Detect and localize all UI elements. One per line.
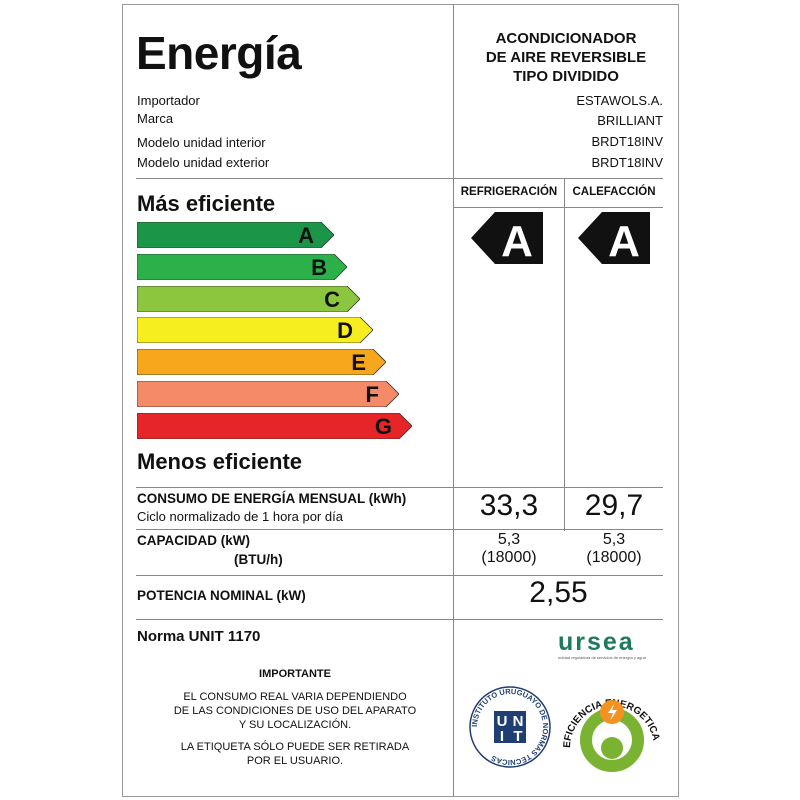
- heating-rating-letter: A: [608, 217, 640, 264]
- unit-logo: INSTITUTO URUGUAYO DE NORMAS TÉCNICAS U …: [469, 686, 551, 768]
- product-type: ACONDICIONADOR DE AIRE REVERSIBLE TIPO D…: [454, 29, 678, 86]
- lightning-icon: [608, 704, 617, 721]
- product-line: TIPO DIVIDIDO: [513, 68, 619, 85]
- efficiency-class-c-bar: C: [137, 285, 360, 312]
- least-efficient-label: Menos eficiente: [137, 449, 303, 474]
- importer-value: ESTAWOLS.A.: [576, 93, 663, 108]
- unit-letter: N: [513, 713, 524, 730]
- important-line: POR EL USUARIO.: [246, 755, 344, 767]
- most-efficient-label: Más eficiente: [137, 191, 276, 216]
- class-letter: E: [351, 350, 366, 376]
- efficiency-class-a-bar: A: [137, 222, 334, 248]
- efficiency-class-g-bar: G: [137, 412, 412, 439]
- important-title: IMPORTANTE: [259, 668, 331, 680]
- product-line: DE AIRE REVERSIBLE: [485, 49, 647, 66]
- brand-label: Marca: [137, 111, 174, 126]
- capacity-sublabel: (BTU/h): [234, 552, 283, 567]
- divider: [453, 4, 454, 797]
- efficiency-class-e-bar: E: [137, 349, 386, 376]
- efficiency-logo: EFICIENCIA ENERGETICA: [562, 698, 661, 772]
- consumption-label: CONSUMO DE ENERGÍA MENSUAL (kWh): [137, 491, 407, 506]
- divider: [136, 529, 663, 530]
- brand-value: BRILLIANT: [597, 113, 663, 128]
- importer-label: Importador: [137, 93, 200, 108]
- cooling-consumption: 33,3: [479, 489, 539, 522]
- label-frame: [122, 4, 679, 797]
- ursea-logo: ursea: [558, 628, 635, 656]
- indoor-model-value: BRDT18INV: [591, 134, 663, 149]
- power-label: POTENCIA NOMINAL (kW): [137, 588, 306, 603]
- important-line: EL CONSUMO REAL VARIA DEPENDIENDO: [183, 691, 407, 703]
- class-letter: B: [311, 254, 327, 280]
- important-text: EL CONSUMO REAL VARIA DEPENDIENDO DE LAS…: [137, 690, 453, 768]
- unit-letter: I: [500, 728, 504, 745]
- important-line: Y SU LOCALIZACIÓN.: [238, 719, 352, 731]
- class-letter: C: [324, 286, 340, 312]
- cooling-capacity: 5,3 (18000): [454, 531, 564, 567]
- divider: [136, 575, 663, 576]
- heating-capacity: 5,3 (18000): [565, 531, 663, 567]
- efficiency-class-d-bar: D: [137, 317, 373, 344]
- unit-letter: T: [513, 728, 522, 745]
- product-line: ACONDICIONADOR: [495, 30, 637, 47]
- class-letter: A: [298, 223, 314, 248]
- capacity-label: CAPACIDAD (kW): [137, 533, 250, 548]
- important-line: DE LAS CONDICIONES DE USO DEL APARATO: [173, 705, 417, 717]
- divider: [564, 178, 565, 531]
- heating-capacity-kw: 5,3: [602, 531, 626, 548]
- page-title: Energía: [136, 27, 302, 79]
- heating-header: CALEFACCIÓN: [572, 186, 656, 198]
- unit-letter: U: [497, 713, 508, 730]
- class-letter: G: [374, 413, 392, 439]
- divider: [136, 619, 663, 620]
- outdoor-model-value: BRDT18INV: [591, 155, 663, 170]
- efficiency-class-b-bar: B: [137, 253, 347, 280]
- cooling-rating-letter: A: [501, 217, 533, 264]
- cooling-rating-badge: A: [471, 212, 543, 264]
- divider: [136, 487, 663, 488]
- class-letter: D: [337, 318, 353, 344]
- consumption-sublabel: Ciclo normalizado de 1 hora por día: [137, 509, 343, 524]
- cooling-header: REFRIGERACIÓN: [460, 186, 558, 198]
- heating-rating-badge: A: [578, 212, 650, 264]
- divider: [136, 178, 663, 179]
- cooling-capacity-kw: 5,3: [497, 531, 521, 548]
- ursea-subtitle: unidad reguladora de servicios de energí…: [558, 655, 646, 660]
- divider: [454, 207, 663, 208]
- power-value: 2,55: [529, 576, 588, 609]
- heating-capacity-btu: (18000): [586, 549, 642, 566]
- norm-label: Norma UNIT 1170: [137, 628, 261, 645]
- class-letter: F: [365, 382, 379, 407]
- efficiency-class-f-bar: F: [137, 381, 399, 407]
- heating-consumption: 29,7: [584, 489, 644, 522]
- indoor-model-label: Modelo unidad interior: [137, 135, 266, 150]
- cooling-capacity-btu: (18000): [481, 549, 537, 566]
- important-line: LA ETIQUETA SÓLO PUEDE SER RETIRADA: [180, 741, 410, 753]
- outdoor-model-label: Modelo unidad exterior: [137, 155, 270, 170]
